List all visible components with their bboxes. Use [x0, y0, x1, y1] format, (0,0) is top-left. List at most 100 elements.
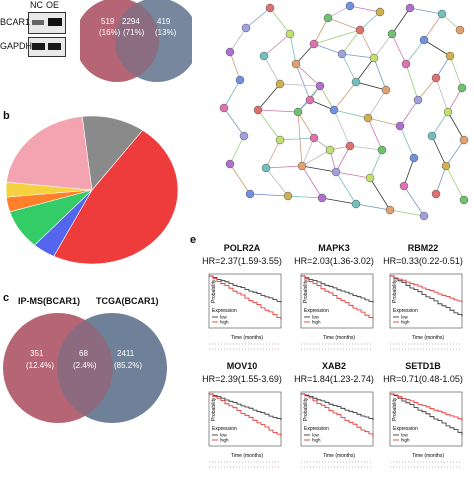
network-edge [301, 137, 315, 167]
pie-chart [5, 115, 179, 265]
network-edge [409, 7, 443, 15]
km-legend-title: Expression [212, 308, 237, 314]
network-node [325, 145, 335, 155]
network-node [317, 193, 327, 203]
km-y-label: Probability [211, 279, 217, 303]
km-x-label: Time (months) [323, 335, 355, 341]
km-title: POLR2A [223, 243, 261, 253]
network-edge [289, 33, 297, 65]
network-edge [279, 137, 315, 141]
network-node [387, 29, 397, 39]
venn-c-mid-count: 68 [79, 349, 88, 358]
network-edge [313, 43, 343, 55]
network-edge [223, 79, 241, 109]
km-title: MAPK3 [318, 243, 350, 253]
km-plot: Probability Time (months) Expressionlowhig… [300, 391, 374, 468]
panel-letter-b: b [3, 110, 10, 122]
km-curve-low [301, 275, 374, 303]
venn-c-right-pct: (85.2%) [114, 361, 142, 370]
network-edge [229, 51, 241, 81]
venn-a-mid-pct: (71%) [123, 28, 145, 37]
network-edge [389, 209, 425, 217]
network-node [427, 131, 437, 141]
km-legend-low: low [220, 315, 228, 320]
network-edge [335, 171, 357, 205]
network-node [283, 191, 293, 201]
km-plot: Probability Time (months) Expressionlowhig… [389, 273, 463, 350]
network-node [309, 133, 319, 143]
network-edge [367, 89, 387, 119]
km-hr-label: HR=2.03(1.36-3.02) [294, 256, 374, 266]
network-edge [359, 29, 375, 59]
km-y-label: Probability [303, 279, 309, 303]
km-x-label: Time (months) [412, 453, 444, 459]
network-edge [265, 165, 303, 169]
km-legend-high: high [220, 438, 229, 443]
network-edge [335, 171, 371, 179]
network-edge [249, 193, 289, 197]
network-edge [335, 145, 351, 173]
network-edge [449, 55, 463, 89]
km-plot: Probability Time (months) Expressionlowhig… [300, 273, 374, 350]
network-node [409, 153, 419, 163]
wb-band-box-gapdh [28, 37, 66, 57]
km-y-label: Probability [392, 279, 398, 303]
network-node [331, 167, 341, 177]
wb-row-label-gapdh: GAPDH [0, 41, 33, 51]
network-edge [265, 167, 289, 197]
network-edge [423, 13, 443, 41]
km-hr-label: HR=0.71(0.48-1.05) [383, 374, 463, 384]
wb-col-label-oe: OE [46, 0, 60, 10]
pie-slice [53, 129, 179, 265]
km-legend-low: low [312, 433, 320, 438]
network-edge [301, 165, 337, 173]
network-node [369, 53, 379, 63]
km-legend-low: low [401, 315, 409, 320]
network-edge [313, 17, 329, 45]
network-edge [367, 117, 383, 151]
km-legend-title: Expression [212, 426, 237, 432]
network-edge [269, 7, 291, 35]
network-edge [355, 203, 391, 211]
network-edge [279, 83, 321, 87]
km-curve-high [390, 393, 463, 421]
network-edge [369, 149, 383, 179]
venn-c-right-count: 2411 [117, 349, 135, 358]
network-node [345, 141, 355, 151]
network-edge [257, 83, 281, 111]
venn-c-overlap [57, 320, 113, 416]
network-node [455, 25, 465, 35]
km-x-label: Time (months) [323, 453, 355, 459]
network-edge [423, 39, 451, 57]
panel-letter-e: e [190, 234, 197, 246]
network-node [259, 51, 269, 61]
km-y-label: Probability [392, 397, 398, 421]
network-edge [355, 57, 375, 83]
km-curve-high [390, 275, 463, 303]
network-node [401, 59, 411, 69]
network-edge [319, 85, 335, 111]
network-edge [435, 165, 447, 195]
network-node [225, 159, 235, 169]
network-node [265, 3, 275, 13]
network-node [261, 163, 271, 173]
network-edge [373, 33, 393, 59]
km-legend-title: Expression [393, 426, 418, 432]
network-edge [373, 57, 387, 91]
km-curve-low [390, 393, 463, 435]
network-edge [403, 157, 415, 187]
km-curve-high [209, 275, 282, 320]
network-edge [295, 43, 315, 65]
network-edge [301, 165, 323, 199]
network-edge [417, 77, 437, 101]
km-title: SETD1B [405, 361, 441, 371]
venn-a-left-pct: (16%) [99, 28, 121, 37]
network-node [437, 9, 447, 19]
km-legend-high: high [312, 320, 321, 325]
network-edge [257, 109, 299, 113]
network-edge [435, 77, 449, 113]
network-edge [349, 145, 383, 151]
network-node [419, 35, 429, 45]
wb-col-label-nc: NC [30, 0, 43, 10]
network-node [345, 1, 355, 11]
